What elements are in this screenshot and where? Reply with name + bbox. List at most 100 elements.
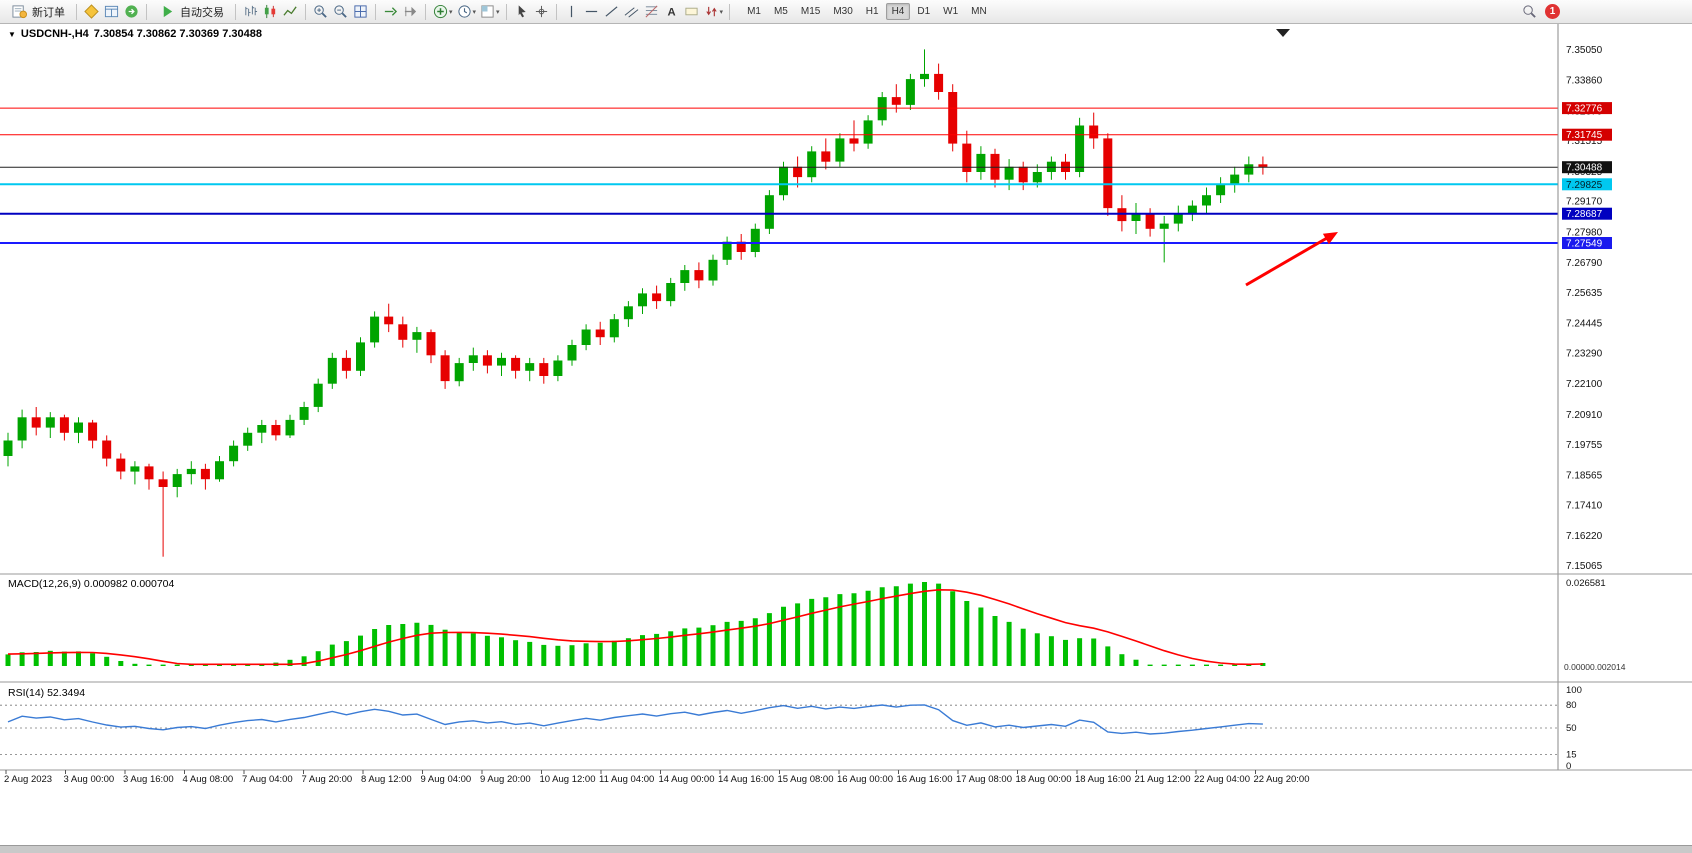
auto-trading-button[interactable]: 自动交易 [152, 0, 230, 23]
svg-text:9 Aug 20:00: 9 Aug 20:00 [480, 774, 531, 785]
toolbar-separator [375, 3, 376, 20]
svg-text:7.23290: 7.23290 [1566, 349, 1603, 360]
auto-trading-label: 自动交易 [180, 6, 224, 19]
zoom-out-icon[interactable] [331, 2, 350, 21]
svg-text:7.29825: 7.29825 [1566, 180, 1603, 191]
navigator-icon[interactable] [122, 2, 141, 21]
svg-text:4 Aug 08:00: 4 Aug 08:00 [183, 774, 234, 785]
indicators-icon[interactable] [431, 2, 450, 21]
svg-text:7.16220: 7.16220 [1566, 531, 1603, 542]
new-order-label: 新订单 [32, 6, 65, 19]
chevron-down-icon[interactable]: ▾ [449, 8, 453, 16]
horizontal-scrollbar[interactable] [0, 845, 1692, 853]
svg-text:100: 100 [1566, 685, 1582, 696]
tile-windows-icon[interactable] [351, 2, 370, 21]
toolbar-separator [729, 3, 731, 20]
line-chart-icon[interactable] [281, 2, 300, 21]
svg-text:22 Aug 04:00: 22 Aug 04:00 [1194, 774, 1250, 785]
svg-text:18 Aug 16:00: 18 Aug 16:00 [1075, 774, 1131, 785]
chevron-down-icon[interactable]: ▾ [719, 8, 724, 16]
toolbar-separator [76, 3, 77, 20]
chart-shift-icon[interactable] [401, 2, 420, 21]
new-order-button[interactable]: 新订单 [4, 0, 71, 23]
timeframe-h4[interactable]: H4 [885, 3, 911, 20]
svg-text:10 Aug 12:00: 10 Aug 12:00 [540, 774, 596, 785]
svg-text:9 Aug 04:00: 9 Aug 04:00 [421, 774, 472, 785]
timeframe-m1[interactable]: M1 [747, 6, 761, 17]
timeframe-m30[interactable]: M30 [833, 6, 853, 17]
notification-badge[interactable]: 1 [1545, 4, 1560, 19]
svg-text:7.24445: 7.24445 [1566, 319, 1603, 330]
auto-scroll-icon[interactable] [381, 2, 400, 21]
svg-text:7.22100: 7.22100 [1566, 379, 1603, 390]
svg-text:7.30488: 7.30488 [1566, 163, 1603, 174]
data-window-icon[interactable] [102, 2, 121, 21]
chevron-down-icon[interactable]: ▾ [496, 8, 500, 16]
timeframe-toolbar: M1 M5 M15 M30 H1 H4 D1 W1 MN [741, 3, 993, 20]
svg-text:3 Aug 16:00: 3 Aug 16:00 [123, 774, 174, 785]
text-tool-icon[interactable]: A [662, 2, 681, 21]
templates-icon[interactable] [478, 2, 497, 21]
new-order-icon [10, 2, 29, 21]
svg-text:7.17410: 7.17410 [1566, 500, 1603, 511]
arrows-tool-icon[interactable] [702, 2, 721, 21]
horizontal-line-icon[interactable] [582, 2, 601, 21]
svg-text:15: 15 [1566, 750, 1577, 761]
market-watch-icon[interactable] [82, 2, 101, 21]
timeframe-m15[interactable]: M15 [800, 6, 821, 17]
svg-text:7 Aug 20:00: 7 Aug 20:00 [302, 774, 353, 785]
toolbar-separator [235, 3, 236, 20]
timeframe-h1[interactable]: H1 [865, 6, 879, 17]
vertical-line-icon[interactable] [562, 2, 581, 21]
toolbar-right-group: 1 [1520, 2, 1560, 21]
crosshair-icon[interactable] [532, 2, 551, 21]
chart-ohlc-values: 7.30854 7.30862 7.30369 7.30488 [93, 28, 262, 40]
svg-text:7.32776: 7.32776 [1566, 104, 1603, 115]
candlestick-chart-icon[interactable] [261, 2, 280, 21]
toolbar-separator [425, 3, 426, 20]
svg-text:18 Aug 00:00: 18 Aug 00:00 [1016, 774, 1072, 785]
svg-text:22 Aug 20:00: 22 Aug 20:00 [1254, 774, 1310, 785]
fibonacci-icon[interactable] [642, 2, 661, 21]
svg-text:0: 0 [1566, 761, 1571, 772]
trendline-icon[interactable] [602, 2, 621, 21]
rsi-indicator-label: RSI(14) 52.3494 [8, 687, 86, 699]
svg-text:7.25635: 7.25635 [1566, 288, 1603, 299]
svg-text:7.26790: 7.26790 [1566, 258, 1603, 269]
symbol-dropdown-icon[interactable]: ▼ [8, 29, 16, 39]
periods-clock-icon[interactable] [455, 2, 474, 21]
toolbar-separator [505, 3, 507, 20]
timeframe-mn[interactable]: MN [971, 6, 987, 17]
svg-text:3 Aug 00:00: 3 Aug 00:00 [64, 774, 115, 785]
timeframe-w1[interactable]: W1 [943, 6, 959, 17]
macd-indicator-label: MACD(12,26,9) 0.000982 0.000704 [8, 578, 175, 590]
channel-icon[interactable] [622, 2, 641, 21]
search-icon[interactable] [1520, 2, 1539, 21]
svg-text:7.33860: 7.33860 [1566, 76, 1603, 87]
svg-text:7.18565: 7.18565 [1566, 471, 1603, 482]
svg-text:7.27980: 7.27980 [1566, 227, 1603, 238]
svg-text:7.20910: 7.20910 [1566, 410, 1603, 421]
svg-text:7.35050: 7.35050 [1566, 45, 1603, 56]
svg-text:21 Aug 12:00: 21 Aug 12:00 [1135, 774, 1191, 785]
cursor-icon[interactable] [512, 2, 531, 21]
timeframe-m5[interactable]: M5 [773, 6, 788, 17]
time-axis[interactable] [0, 770, 1558, 788]
toolbar-separator [146, 3, 147, 20]
chevron-down-icon[interactable]: ▾ [472, 8, 477, 16]
svg-text:7.28687: 7.28687 [1566, 209, 1603, 220]
svg-text:0.002014: 0.002014 [1590, 662, 1626, 672]
text-label-icon[interactable] [682, 2, 701, 21]
svg-text:2 Aug 2023: 2 Aug 2023 [4, 774, 52, 785]
svg-text:14 Aug 00:00: 14 Aug 00:00 [659, 774, 715, 785]
timeframe-d1[interactable]: D1 [917, 6, 931, 17]
svg-text:15 Aug 08:00: 15 Aug 08:00 [778, 774, 834, 785]
bar-chart-icon[interactable] [241, 2, 260, 21]
price-axis[interactable] [1558, 25, 1692, 770]
play-icon [158, 2, 177, 21]
zoom-in-icon[interactable] [311, 2, 330, 21]
svg-text:16 Aug 16:00: 16 Aug 16:00 [897, 774, 953, 785]
svg-text:A: A [667, 7, 675, 19]
